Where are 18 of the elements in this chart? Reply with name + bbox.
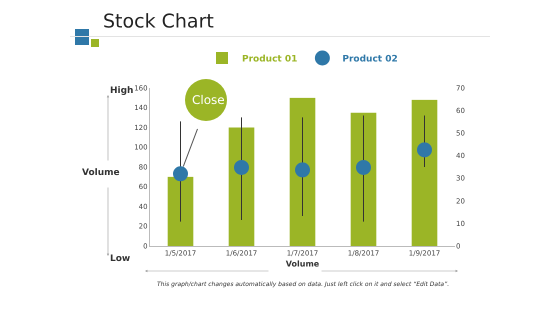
bar [168,176,194,246]
point [356,160,371,175]
text: High [110,86,134,96]
legend-label: Product 01 [242,54,298,65]
bar [350,112,376,246]
point [173,166,188,182]
x-axis-title: Volume [286,260,320,268]
text: Low [110,254,130,264]
point [234,160,249,175]
y-axis-title: Volume [82,168,120,178]
annotation: Close [192,93,225,107]
legend-label: Product 02 [342,54,398,65]
bar [412,100,438,246]
point [295,162,310,178]
bar [228,128,254,246]
chart-title: Stock Chart [103,10,214,33]
bar [290,98,316,246]
point [417,142,432,158]
